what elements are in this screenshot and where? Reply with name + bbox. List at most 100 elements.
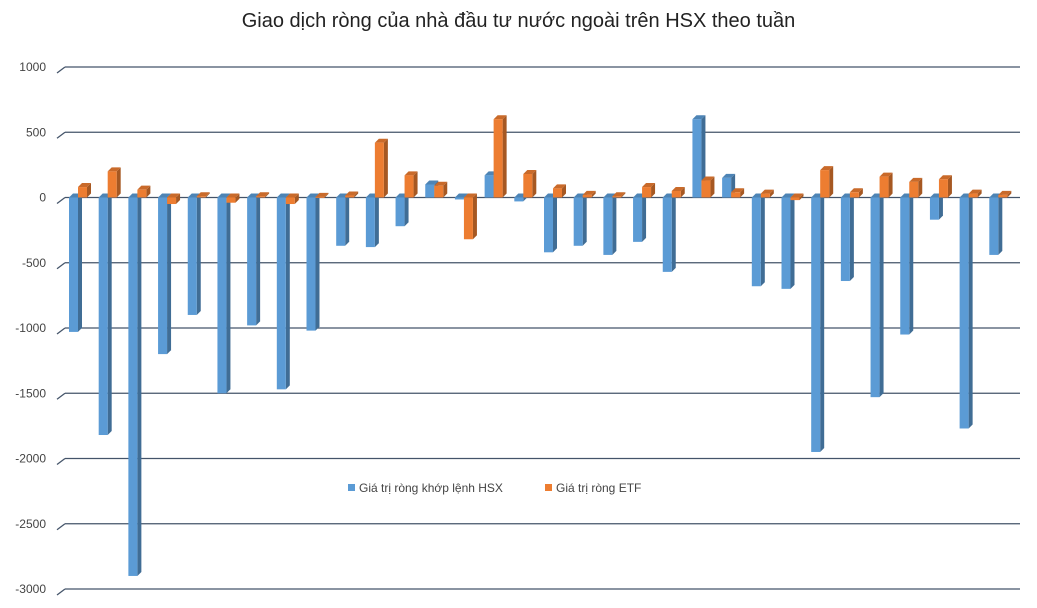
bar-hsx (425, 184, 435, 198)
bar-side (710, 176, 715, 198)
bar-top (523, 170, 537, 175)
gridline-depth (56, 196, 66, 205)
bar-hsx (929, 197, 939, 220)
bar-side (909, 193, 914, 335)
bar-side (294, 193, 299, 205)
bar-hsx (247, 197, 257, 326)
bar-etf (849, 192, 859, 198)
bar-side (671, 193, 676, 272)
bar-top (701, 176, 715, 181)
bar-top (276, 193, 290, 198)
bar-side (78, 193, 82, 332)
bar-hsx (336, 197, 346, 246)
bar-etf (909, 181, 919, 198)
gridline-depth (56, 523, 66, 531)
bar-side (651, 183, 656, 198)
bar-side (226, 193, 231, 394)
bar-side (769, 189, 774, 198)
bar-etf (137, 189, 147, 198)
bar-etf (434, 185, 444, 198)
bar-hsx (454, 197, 464, 200)
bar-hsx (573, 197, 583, 246)
bar-etf (167, 197, 177, 205)
chart-title: Giao dịch ròng của nhà đầu tư nước ngoài… (241, 10, 796, 32)
bar-side (701, 115, 706, 198)
bar-etf (671, 190, 681, 198)
bar-etf (196, 196, 206, 198)
bar-etf (760, 193, 770, 198)
bar-side (621, 192, 626, 198)
bar-side (642, 193, 647, 242)
bar-side (443, 181, 448, 198)
bar-hsx (306, 197, 316, 331)
y-tick-label: 1000 (19, 60, 46, 74)
bar-etf (642, 187, 652, 198)
bar-etf (820, 170, 830, 198)
bar-hsx (781, 197, 791, 289)
bar-hsx (603, 197, 613, 255)
bar-side (553, 193, 557, 253)
bar-hsx (633, 197, 643, 242)
bar-hsx (900, 197, 910, 335)
bar-side (591, 190, 596, 198)
bar-side (918, 177, 923, 198)
bar-side (858, 188, 863, 198)
bar-top (404, 171, 418, 176)
bar-side (947, 175, 952, 198)
bar-etf (968, 193, 978, 198)
bar-side (404, 193, 409, 227)
y-tick-label: -2000 (15, 452, 46, 466)
bar-hsx (811, 197, 821, 452)
bar-top (315, 192, 329, 197)
bar-etf (256, 196, 266, 198)
bar-etf (226, 197, 236, 203)
y-tick-label: -3000 (15, 582, 46, 596)
legend-swatch (545, 484, 552, 491)
bar-side (107, 193, 112, 436)
bar-top (256, 192, 270, 197)
bar-etf (553, 188, 562, 198)
bar-side (256, 193, 261, 326)
bar-side (968, 193, 973, 429)
bar-etf (315, 196, 325, 198)
bar-side (562, 184, 566, 198)
bar-hsx (840, 197, 850, 282)
y-tick-label: -1500 (15, 386, 46, 400)
bar-etf (701, 180, 711, 198)
bar-top (78, 183, 91, 188)
bar-top (849, 188, 863, 193)
bar-hsx (544, 197, 553, 253)
bar-etf (879, 176, 889, 198)
bar-top (642, 183, 656, 188)
bar-hsx (276, 197, 286, 390)
gridline-depth (56, 392, 66, 400)
gridline-depth (56, 66, 66, 74)
bar-top (454, 193, 468, 198)
bar-hsx (158, 197, 168, 355)
bar-etf (78, 187, 87, 198)
bar-side (205, 192, 210, 198)
bar-top (167, 193, 181, 198)
bar-top (879, 172, 893, 177)
bar-etf (463, 197, 473, 240)
bar-etf (285, 197, 295, 205)
bar-top (463, 193, 477, 198)
bar-hsx (751, 197, 761, 287)
bar-hsx (959, 197, 969, 429)
bar-top (285, 193, 299, 198)
bar-top (226, 193, 240, 198)
gridline-depth (56, 457, 66, 466)
bar-hsx (98, 197, 108, 436)
y-tick-label: -500 (22, 256, 46, 270)
bar-etf (731, 192, 741, 198)
bar-side (938, 193, 943, 220)
bar-hsx (187, 197, 197, 315)
gridline-depth (56, 131, 66, 139)
bar-side (760, 193, 765, 287)
bar-side (137, 193, 142, 576)
bar-hsx (722, 177, 732, 198)
y-tick-label: -2500 (15, 517, 46, 531)
bar-etf (345, 195, 355, 198)
bar-hsx (217, 197, 227, 394)
bar-etf (582, 194, 592, 198)
